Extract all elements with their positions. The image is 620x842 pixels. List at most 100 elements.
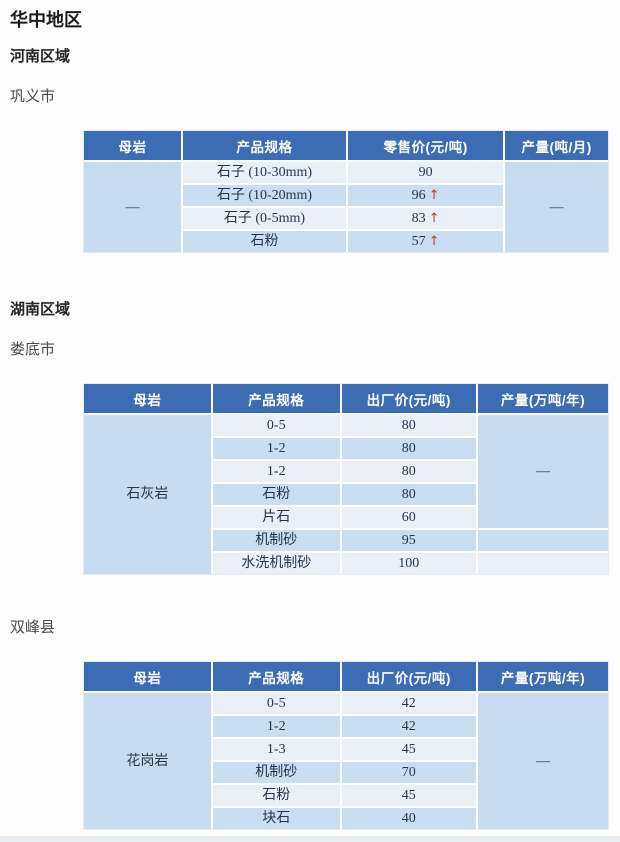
- output-cell: —: [503, 160, 608, 252]
- spec-cell: 石粉: [210, 482, 340, 505]
- price-value: 57: [411, 234, 426, 249]
- price-value: 40: [401, 811, 416, 826]
- spec-cell: 石子 (0-5mm): [180, 206, 346, 229]
- table-header-cell: 零售价(元/吨): [345, 131, 504, 160]
- table-row: 石子 (10-20mm) 96 ↑: [84, 183, 608, 206]
- table-row: 1-3 45: [84, 737, 608, 760]
- city-heading: 巩义市: [10, 89, 56, 105]
- price-value: 96: [411, 188, 426, 203]
- price-table: 母岩 产品规格 出厂价(元/吨) 产量(万吨/年) 石灰岩 0-5 80—1-2 80 1-2 8…: [83, 383, 609, 575]
- table-header-cell: 产量(吨/月): [503, 131, 608, 160]
- table-row: 水洗机制砂 100: [84, 551, 608, 574]
- price-cell: 80: [339, 436, 476, 459]
- trend-up-icon: ↑: [428, 211, 440, 226]
- spec-cell: 片石: [210, 505, 340, 528]
- table-header-cell: 出厂价(元/吨): [339, 662, 476, 691]
- price-value: 70: [401, 765, 416, 780]
- table-row: 石粉 57 ↑: [84, 229, 608, 252]
- spec-cell: 石粉: [180, 229, 346, 252]
- table-row: 花岗岩 0-5 42 —: [84, 691, 608, 829]
- price-value: 80: [401, 418, 416, 433]
- output-empty-cell: [475, 551, 608, 574]
- document-content: 河南区域 巩义市 母岩 产品规格 零售价(元/吨) 产量(吨/月) — 石子 (10-30mm…: [0, 46, 620, 830]
- city-heading: 娄底市: [10, 342, 56, 358]
- mother-rock-cell: 石灰岩: [84, 413, 211, 574]
- table-header-cell: 母岩: [84, 131, 181, 160]
- price-cell: 57 ↑: [345, 229, 504, 252]
- price-table: 母岩 产品规格 零售价(元/吨) 产量(吨/月) — 石子 (10-30mm) 90— 石子 …: [83, 130, 609, 253]
- spec-cell: 1-2: [210, 459, 340, 482]
- table-row: 1-2 80: [84, 436, 608, 459]
- mother-rock-cell: —: [84, 160, 181, 252]
- table-header-cell: 产品规格: [210, 384, 340, 413]
- table-header-cell: 产品规格: [180, 131, 346, 160]
- spec-cell: 1-2: [210, 436, 340, 459]
- table-row: 片石 60: [84, 505, 608, 528]
- spec-cell: 块石: [210, 806, 340, 829]
- price-cell: 83 ↑: [345, 206, 504, 229]
- price-value: 42: [401, 696, 416, 711]
- output-empty-cell: [475, 528, 608, 551]
- output-cell: —: [475, 691, 608, 829]
- price-value: 80: [401, 464, 416, 479]
- price-cell: 80: [339, 482, 476, 505]
- next-table-cutoff-strip: [0, 836, 620, 842]
- price-cell: 95: [339, 528, 476, 551]
- price-cell: 90: [345, 160, 504, 183]
- price-cell: 42: [339, 714, 476, 737]
- price-table: 母岩 产品规格 出厂价(元/吨) 产量(万吨/年) 花岗岩 0-5 42—1-2 42 1-3 4…: [83, 661, 609, 830]
- spec-cell: 水洗机制砂: [210, 551, 340, 574]
- spec-cell: 机制砂: [210, 760, 340, 783]
- price-value: 42: [401, 719, 416, 734]
- table-row: 石子 (0-5mm) 83 ↑: [84, 206, 608, 229]
- spec-cell: 0-5: [210, 691, 340, 714]
- table-header-row: 母岩 产品规格 出厂价(元/吨) 产量(万吨/年): [84, 662, 608, 691]
- price-cell: 42: [339, 691, 476, 714]
- price-value: 90: [418, 165, 433, 180]
- price-value: 80: [401, 441, 416, 456]
- price-cell: 80: [339, 413, 476, 436]
- table-header-cell: 产量(万吨/年): [475, 662, 608, 691]
- table-header-cell: 出厂价(元/吨): [339, 384, 476, 413]
- table-header-cell: 产品规格: [210, 662, 340, 691]
- table-header-cell: 母岩: [84, 662, 211, 691]
- region-heading: 湖南区域: [10, 301, 71, 318]
- price-cell: 70: [339, 760, 476, 783]
- price-cell: 100: [339, 551, 476, 574]
- table-row: 石灰岩 0-5 80 —: [84, 413, 608, 574]
- spec-cell: 石子 (10-20mm): [180, 183, 346, 206]
- trend-up-icon: ↑: [428, 188, 440, 203]
- spec-cell: 1-3: [210, 737, 340, 760]
- price-cell: 96 ↑: [345, 183, 504, 206]
- table-header-row: 母岩 产品规格 出厂价(元/吨) 产量(万吨/年): [84, 384, 608, 413]
- price-value: 45: [401, 788, 416, 803]
- spec-cell: 1-2: [210, 714, 340, 737]
- table-header-row: 母岩 产品规格 零售价(元/吨) 产量(吨/月): [84, 131, 608, 160]
- output-cell: —: [475, 413, 608, 528]
- trend-up-icon: ↑: [428, 234, 440, 249]
- mother-rock-cell: 花岗岩: [84, 691, 211, 829]
- table-row: 1-2 42: [84, 714, 608, 737]
- table-header-cell: 母岩: [84, 384, 211, 413]
- city-heading: 双峰县: [10, 620, 56, 636]
- price-cell: 60: [339, 505, 476, 528]
- table-row: 1-2 80: [84, 459, 608, 482]
- spec-cell: 机制砂: [210, 528, 340, 551]
- price-value: 83: [411, 211, 426, 226]
- price-value: 45: [401, 742, 416, 757]
- table-header-cell: 产量(万吨/年): [475, 384, 608, 413]
- price-value: 100: [398, 556, 420, 571]
- price-cell: 80: [339, 459, 476, 482]
- table-row: 机制砂 95: [84, 528, 608, 551]
- region-heading: 河南区域: [10, 48, 71, 65]
- price-cell: 40: [339, 806, 476, 829]
- price-value: 95: [401, 533, 416, 548]
- price-cell: 45: [339, 783, 476, 806]
- price-value: 60: [401, 510, 416, 525]
- table-row: 石粉 80: [84, 482, 608, 505]
- spec-cell: 石子 (10-30mm): [180, 160, 346, 183]
- spec-cell: 0-5: [210, 413, 340, 436]
- spec-cell: 石粉: [210, 783, 340, 806]
- page-title: 华中地区: [10, 10, 82, 30]
